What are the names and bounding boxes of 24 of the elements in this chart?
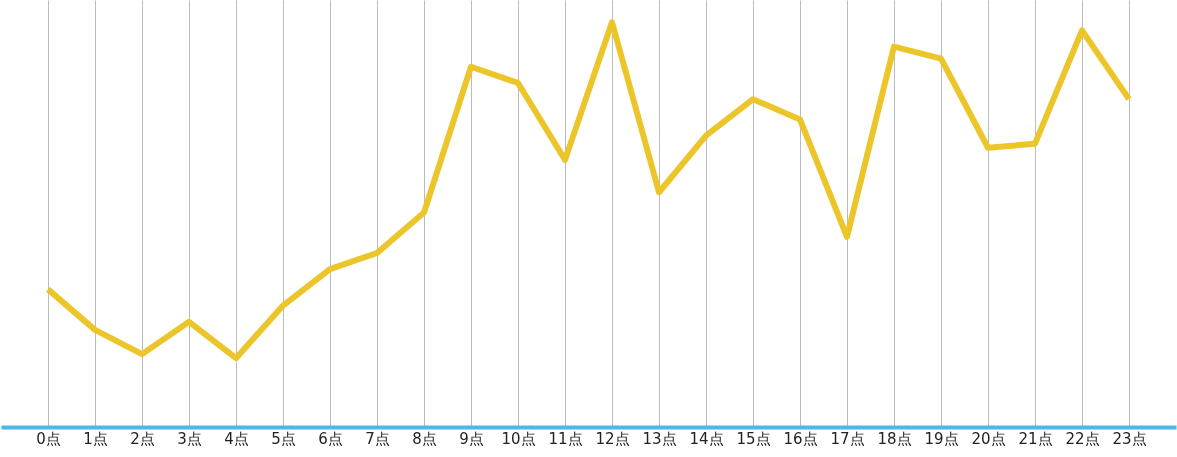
x-tick-label: 3点 xyxy=(177,429,202,448)
x-tick-label: 20点 xyxy=(971,429,1006,448)
x-tick-label: 10点 xyxy=(501,429,536,448)
x-tick-label: 16点 xyxy=(783,429,818,448)
x-tick-label: 2点 xyxy=(130,429,155,448)
x-tick-label: 15点 xyxy=(736,429,771,448)
x-tick-label: 23点 xyxy=(1112,429,1147,448)
x-tick-label: 8点 xyxy=(412,429,437,448)
x-tick-label: 4点 xyxy=(224,429,249,448)
x-tick-label: 17点 xyxy=(830,429,865,448)
x-tick-label: 22点 xyxy=(1065,429,1100,448)
x-tick-label: 11点 xyxy=(548,429,583,448)
x-tick-label: 14点 xyxy=(689,429,724,448)
x-tick-label: 5点 xyxy=(271,429,296,448)
x-tick-label: 12点 xyxy=(595,429,630,448)
x-tick-label: 21点 xyxy=(1018,429,1053,448)
x-tick-label: 6点 xyxy=(318,429,343,448)
x-tick-label: 18点 xyxy=(877,429,912,448)
x-tick-label: 19点 xyxy=(924,429,959,448)
x-tick-label: 1点 xyxy=(83,429,108,448)
x-tick-label: 13点 xyxy=(642,429,677,448)
x-tick-label: 7点 xyxy=(365,429,390,448)
x-tick-label: 9点 xyxy=(459,429,484,448)
x-tick-label: 0点 xyxy=(36,429,61,448)
